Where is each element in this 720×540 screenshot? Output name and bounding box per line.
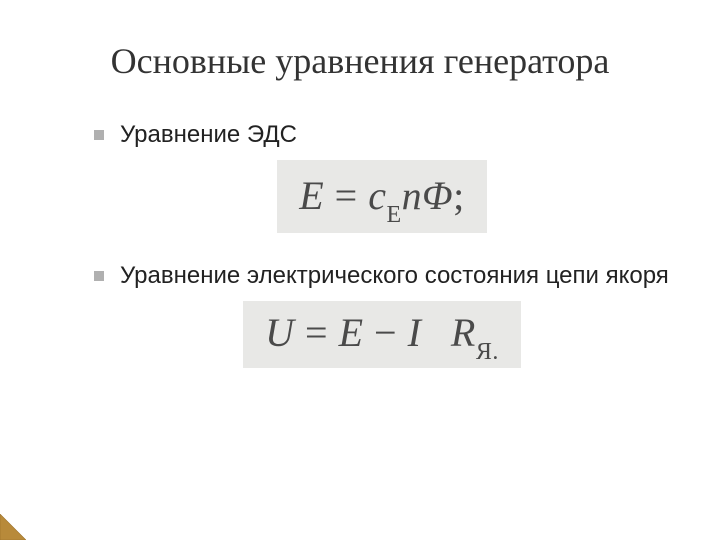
bullet-text: Уравнение ЭДС	[120, 120, 297, 150]
formula-phi: Φ	[422, 173, 453, 218]
formula-eq: =	[305, 310, 339, 355]
formula-circuit: U = E − I RЯ.	[243, 301, 521, 368]
formula-lhs: U	[265, 310, 294, 355]
corner-fold-icon	[0, 514, 26, 540]
formula-tail: ;	[453, 173, 465, 218]
formula-E: E	[339, 310, 364, 355]
formula-eq: =	[335, 173, 369, 218]
bullet-icon	[94, 271, 104, 281]
bullet-text: Уравнение электрического состояния цепи …	[120, 261, 669, 291]
formula-R: R	[451, 310, 476, 355]
formula-container: U = E − I RЯ.	[94, 301, 670, 368]
list-item: Уравнение электрического состояния цепи …	[94, 261, 670, 291]
formula-minus: −	[374, 310, 408, 355]
formula-c-sub: E	[387, 202, 402, 228]
slide: Основные уравнения генератора Уравнение …	[0, 0, 720, 540]
slide-body: Уравнение ЭДС E = cEnΦ; Уравнение электр…	[50, 120, 670, 368]
bullet-icon	[94, 130, 104, 140]
formula-c: c	[368, 173, 386, 218]
formula-n: n	[402, 173, 423, 218]
list-item: Уравнение ЭДС	[94, 120, 670, 150]
formula-lhs: E	[299, 173, 324, 218]
page-title: Основные уравнения генератора	[50, 40, 670, 82]
formula-I: I	[408, 310, 422, 355]
formula-sp	[432, 310, 441, 355]
formula-R-sub: Я.	[476, 339, 499, 365]
formula-container: E = cEnΦ;	[94, 160, 670, 233]
formula-emf: E = cEnΦ;	[277, 160, 487, 233]
